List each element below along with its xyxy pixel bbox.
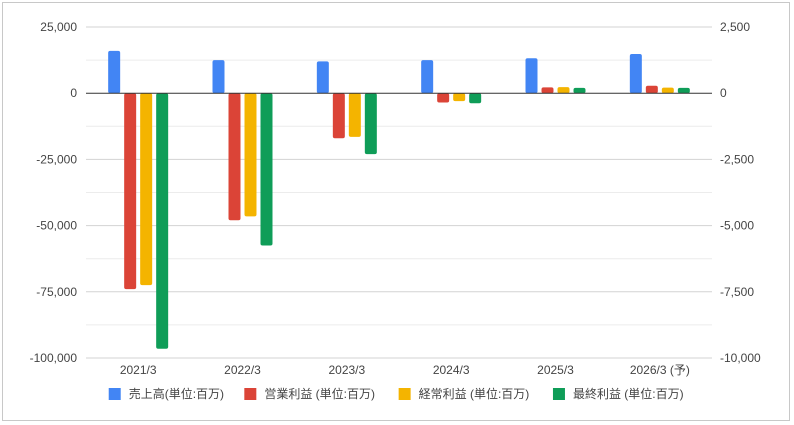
right-y-tick-label: -2,500 bbox=[720, 152, 754, 166]
bar-net-profit bbox=[677, 87, 690, 94]
left-y-tick-label: 0 bbox=[70, 86, 77, 100]
legend-label-sales: 売上高(単位:百万) bbox=[129, 386, 224, 401]
bar-operating-profit bbox=[124, 93, 137, 290]
bar-operating-profit bbox=[541, 87, 554, 94]
bar-ordinary-profit bbox=[348, 93, 361, 137]
legend-label-operating-profit: 営業利益 (単位:百万) bbox=[264, 386, 375, 401]
x-tick-label: 2022/3 bbox=[224, 363, 261, 377]
bar-ordinary-profit bbox=[557, 87, 570, 94]
bar-ordinary-profit bbox=[244, 93, 257, 217]
x-tick-label: 2026/3 (予) bbox=[630, 363, 690, 377]
bar-sales bbox=[212, 60, 225, 94]
left-y-tick-label: -25,000 bbox=[36, 152, 77, 166]
bar-net-profit bbox=[573, 87, 586, 94]
bar-operating-profit bbox=[228, 93, 241, 221]
right-y-tick-label: 0 bbox=[720, 86, 727, 100]
legend-swatch-sales bbox=[108, 388, 121, 400]
right-y-tick-label: -5,000 bbox=[720, 219, 754, 233]
legend-label-net-profit: 最終利益 (単位:百万) bbox=[573, 386, 684, 401]
bar-sales bbox=[316, 61, 329, 94]
x-tick-label: 2025/3 bbox=[537, 363, 574, 377]
bar-operating-profit bbox=[332, 93, 345, 139]
bar-net-profit bbox=[364, 93, 377, 155]
left-y-tick-label: -75,000 bbox=[36, 285, 77, 299]
left-y-tick-label: 25,000 bbox=[40, 20, 77, 34]
x-tick-label: 2021/3 bbox=[120, 363, 157, 377]
right-y-tick-label: 2,500 bbox=[720, 20, 750, 34]
bar-sales bbox=[108, 50, 121, 94]
bar-operating-profit bbox=[645, 85, 658, 94]
bar-ordinary-profit bbox=[661, 87, 674, 94]
legend-swatch-net-profit bbox=[552, 388, 565, 400]
bar-ordinary-profit bbox=[453, 93, 466, 102]
bar-ordinary-profit bbox=[140, 93, 153, 286]
bar-operating-profit bbox=[437, 93, 450, 103]
left-y-tick-label: -100,000 bbox=[30, 351, 78, 365]
legend-swatch-operating-profit bbox=[244, 388, 257, 400]
left-y-tick-label: -50,000 bbox=[36, 219, 77, 233]
right-y-tick-label: -7,500 bbox=[720, 285, 754, 299]
bar-sales bbox=[421, 60, 434, 94]
bar-sales bbox=[629, 54, 642, 94]
x-tick-label: 2023/3 bbox=[328, 363, 365, 377]
bar-sales bbox=[525, 58, 538, 94]
right-y-tick-label: -10,000 bbox=[720, 351, 761, 365]
legend-label-ordinary-profit: 経常利益 (単位:百万) bbox=[419, 386, 530, 401]
bar-net-profit bbox=[260, 93, 273, 246]
x-tick-label: 2024/3 bbox=[433, 363, 470, 377]
bar-net-profit bbox=[469, 93, 482, 104]
legend-swatch-ordinary-profit bbox=[398, 388, 411, 400]
bar-net-profit bbox=[156, 93, 169, 349]
